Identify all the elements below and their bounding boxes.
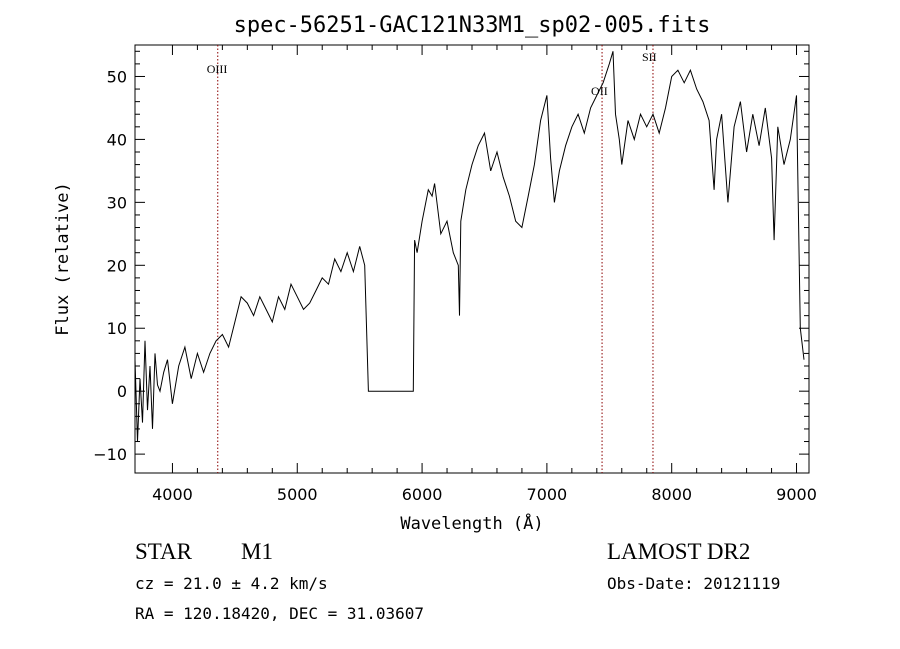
y-tick-label: 10 bbox=[107, 319, 127, 338]
coordinates-text: RA = 120.18420, DEC = 31.03607 bbox=[135, 604, 424, 623]
x-tick-label: 4000 bbox=[152, 485, 193, 504]
spectrum-chart: spec-56251-GAC121N33M1_sp02-005.fits OII… bbox=[53, 13, 817, 534]
redshift-text: cz = 21.0 ± 4.2 km/s bbox=[135, 574, 328, 593]
plot-frame bbox=[134, 44, 810, 474]
y-axis: −10 0 10 20 30 40 50 bbox=[93, 50, 809, 464]
x-axis-label: Wavelength (Å) bbox=[400, 512, 543, 534]
x-tick-label: 8000 bbox=[651, 485, 692, 504]
x-axis: 4000 5000 6000 7000 8000 9000 bbox=[152, 45, 817, 504]
obs-date-text: Obs-Date: 20121119 bbox=[607, 574, 781, 593]
object-class: STAR bbox=[135, 539, 192, 564]
object-subclass: M1 bbox=[241, 539, 273, 564]
y-tick-label: 20 bbox=[107, 256, 127, 275]
x-tick-label: 9000 bbox=[776, 485, 817, 504]
y-axis-label: Flux (relative) bbox=[53, 182, 73, 336]
y-tick-label: 30 bbox=[107, 193, 127, 212]
x-tick-label: 5000 bbox=[277, 485, 318, 504]
spectrum-line bbox=[134, 51, 805, 442]
marker-label: OIII bbox=[207, 62, 228, 76]
chart-title: spec-56251-GAC121N33M1_sp02-005.fits bbox=[234, 13, 711, 38]
survey-name: LAMOST DR2 bbox=[607, 539, 751, 564]
y-tick-label: 50 bbox=[107, 67, 127, 86]
y-tick-label: 40 bbox=[107, 130, 127, 149]
y-tick-label: −10 bbox=[93, 445, 127, 464]
y-tick-label: 0 bbox=[117, 382, 127, 401]
marker-label: SII bbox=[642, 50, 657, 64]
x-tick-label: 7000 bbox=[527, 485, 568, 504]
x-tick-label: 6000 bbox=[402, 485, 443, 504]
